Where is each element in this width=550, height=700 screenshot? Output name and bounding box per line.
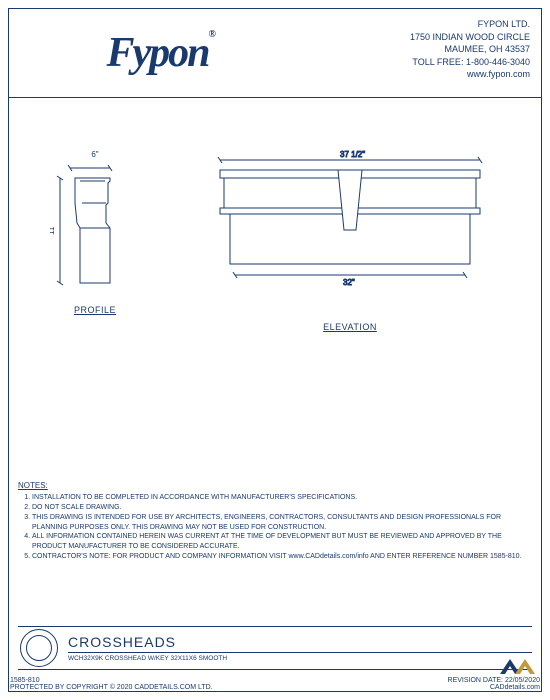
elevation-view: 37 1/2" 32" ELEVATION [210, 150, 490, 332]
note-item: ALL INFORMATION CONTAINED HEREIN WAS CUR… [32, 532, 532, 552]
target-icon [18, 627, 60, 669]
cad-details-logo [495, 654, 535, 678]
drawing-area: 6" 11" PROFILE 37 1/2" [10, 100, 540, 390]
notes-section: NOTES: INSTALLATION TO BE COMPLETED IN A… [18, 480, 532, 562]
note-item: DO NOT SCALE DRAWING. [32, 503, 532, 513]
company-name: FYPON LTD. [313, 18, 531, 31]
copyright: PROTECTED BY COPYRIGHT © 2020 CADDETAILS… [10, 684, 213, 691]
company-info: FYPON LTD. 1750 INDIAN WOOD CIRCLE MAUME… [313, 8, 543, 97]
note-item: CONTRACTOR'S NOTE: FOR PRODUCT AND COMPA… [32, 552, 532, 562]
note-item: INSTALLATION TO BE COMPLETED IN ACCORDAN… [32, 493, 532, 503]
profile-label: PROFILE [50, 305, 140, 315]
company-logo: Fypon® [107, 29, 215, 77]
cad-details-link: CADdetails.com [448, 684, 540, 691]
footer: 1585-810 PROTECTED BY COPYRIGHT © 2020 C… [10, 677, 540, 691]
dim-elev-top: 37 1/2" [340, 150, 365, 159]
website: www.fypon.com [313, 68, 531, 81]
address-line-1: 1750 INDIAN WOOD CIRCLE [313, 31, 531, 44]
drawing-subtitle: WCH32X9K CROSSHEAD W/KEY 32X11X6 SMOOTH [68, 652, 532, 662]
address-line-2: MAUMEE, OH 43537 [313, 43, 531, 56]
drawing-category: CROSSHEADS [68, 634, 532, 650]
title-text: CROSSHEADS WCH32X9K CROSSHEAD W/KEY 32X1… [68, 634, 532, 662]
note-item: THIS DRAWING IS INTENDED FOR USE BY ARCH… [32, 513, 532, 533]
notes-title: NOTES: [18, 480, 532, 491]
profile-drawing: 11" [50, 163, 140, 293]
elevation-drawing: 37 1/2" 32" [210, 150, 490, 310]
header: Fypon® FYPON LTD. 1750 INDIAN WOOD CIRCL… [8, 8, 542, 98]
toll-free: TOLL FREE: 1-800-446-3040 [313, 56, 531, 69]
notes-list: INSTALLATION TO BE COMPLETED IN ACCORDAN… [18, 493, 532, 562]
logo-area: Fypon® [8, 8, 313, 97]
elevation-label: ELEVATION [210, 322, 490, 332]
dim-elev-bottom: 32" [343, 278, 355, 287]
dim-profile-height: 11" [50, 224, 56, 235]
dim-profile-width: 6" [50, 150, 140, 159]
title-block: CROSSHEADS WCH32X9K CROSSHEAD W/KEY 32X1… [18, 626, 532, 670]
profile-view: 6" 11" PROFILE [50, 150, 140, 315]
revision-date: REVISION DATE: 22/05/2020 [448, 677, 540, 684]
reference-number: 1585-810 [10, 677, 213, 684]
